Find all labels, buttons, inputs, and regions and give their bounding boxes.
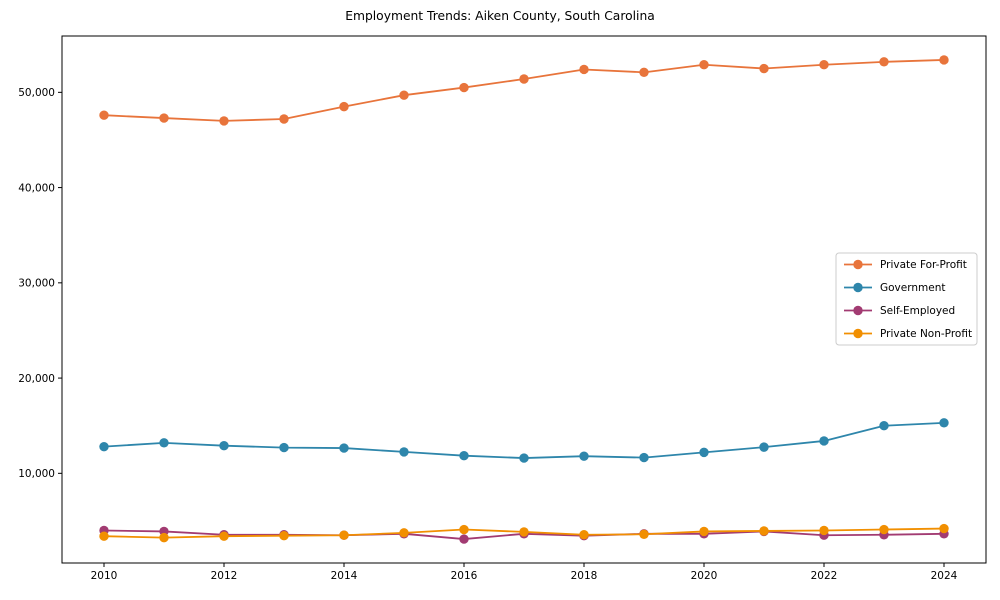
data-point-marker [759,63,769,74]
legend-box [835,252,978,346]
legend-marker [853,328,863,339]
data-point-marker [279,442,289,453]
legend: Private For-Profit Government Self-Employe… [835,252,978,346]
y-tick-label: 40,000 [18,182,55,194]
legend-label: Self-Employed [880,305,955,317]
data-point-marker [99,531,109,541]
data-point-marker [939,523,949,534]
series-government [99,418,949,463]
data-point-marker [759,526,769,536]
x-tick-label: 2024 [931,570,958,582]
legend-item: Private For-Profit [844,259,967,271]
x-tick-label: 2018 [571,570,598,582]
data-point-marker [159,113,169,123]
plot-border [61,35,987,564]
series-line [103,421,945,459]
data-point-marker [639,529,649,539]
data-point-marker [639,452,649,463]
data-point-marker [579,64,589,75]
data-point-marker [519,453,529,463]
data-point-marker [939,418,949,428]
legend-item: Private Non-Profit [844,328,972,340]
legend-marker [853,259,863,270]
y-tick-label: 50,000 [18,87,55,99]
data-point-marker [579,530,589,540]
data-point-marker [879,524,889,535]
data-point-marker [339,530,349,540]
chart-title: Employment Trends: Aiken County, South C… [345,9,655,23]
y-axis: 10,000 20,000 30,000 40,000 50,000 [18,87,62,480]
y-tick-label: 10,000 [18,468,55,480]
legend-label: Private For-Profit [880,259,967,271]
data-point-marker [339,443,349,453]
data-point-marker [699,60,709,70]
legend-label: Government [880,282,945,294]
data-point-marker [279,114,289,124]
legend-marker [853,282,863,293]
y-tick-label: 30,000 [18,278,55,290]
x-axis: 2010 2012 2014 2016 2018 2020 2022 2024 [91,563,958,582]
data-point-marker [939,55,949,65]
data-point-marker [399,528,409,538]
series-private-non-profit [99,523,949,543]
x-tick-label: 2020 [691,570,718,582]
series-private-for-profit [99,55,949,126]
data-point-marker [159,532,169,543]
data-point-marker [399,447,409,457]
data-point-marker [819,525,829,536]
data-point-marker [459,524,469,535]
data-point-marker [219,116,229,126]
data-point-marker [279,531,289,541]
data-point-marker [459,82,469,93]
data-point-marker [639,67,649,78]
data-point-marker [459,451,469,461]
x-tick-label: 2016 [451,570,478,582]
data-point-marker [459,534,469,544]
data-point-marker [699,526,709,537]
data-point-marker [879,57,889,67]
legend-item: Self-Employed [844,305,955,317]
legend-label: Private Non-Profit [880,328,972,340]
data-point-marker [699,447,709,458]
data-point-marker [519,74,529,84]
data-point-marker [879,421,889,431]
data-point-marker [99,110,109,120]
x-tick-label: 2022 [811,570,838,582]
x-tick-label: 2010 [91,570,118,582]
legend-item: Government [844,282,945,294]
x-tick-label: 2012 [211,570,238,582]
data-point-marker [159,438,169,448]
data-point-marker [579,451,589,461]
y-tick-label: 20,000 [18,373,55,385]
data-point-marker [99,441,109,452]
data-point-marker [399,90,409,100]
legend-marker [853,305,863,316]
series-line [103,59,945,122]
data-point-marker [339,101,349,112]
x-tick-label: 2014 [331,570,358,582]
data-point-marker [819,60,829,70]
data-point-marker [519,527,529,537]
data-point-marker [819,436,829,446]
data-point-marker [219,531,229,541]
data-point-marker [219,441,229,451]
data-point-marker [759,442,769,452]
